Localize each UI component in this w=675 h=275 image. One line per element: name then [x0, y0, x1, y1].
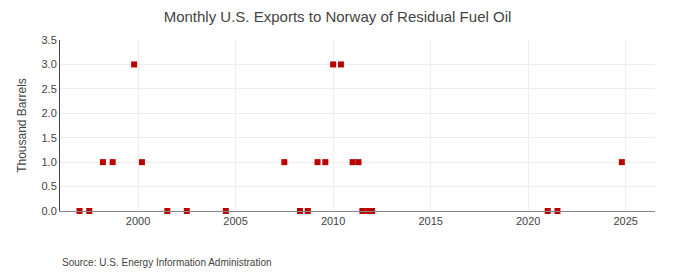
svg-text:0.0: 0.0 [42, 205, 57, 217]
svg-text:Thousand Barrels: Thousand Barrels [15, 78, 29, 173]
svg-text:1.0: 1.0 [42, 156, 57, 168]
svg-text:3.5: 3.5 [42, 34, 57, 46]
svg-text:2005: 2005 [223, 215, 247, 227]
svg-text:2000: 2000 [126, 215, 150, 227]
svg-text:2.5: 2.5 [42, 83, 57, 95]
svg-text:0.5: 0.5 [42, 180, 57, 192]
svg-text:2.0: 2.0 [42, 107, 57, 119]
svg-text:3.0: 3.0 [42, 58, 57, 70]
svg-text:2015: 2015 [418, 215, 442, 227]
svg-text:2020: 2020 [516, 215, 540, 227]
svg-text:2025: 2025 [613, 215, 637, 227]
svg-text:Source: U.S. Energy Informatio: Source: U.S. Energy Information Administ… [62, 257, 272, 268]
svg-text:Monthly U.S. Exports to Norway: Monthly U.S. Exports to Norway of Residu… [164, 8, 512, 25]
svg-text:1.5: 1.5 [42, 132, 57, 144]
svg-text:2010: 2010 [321, 215, 345, 227]
